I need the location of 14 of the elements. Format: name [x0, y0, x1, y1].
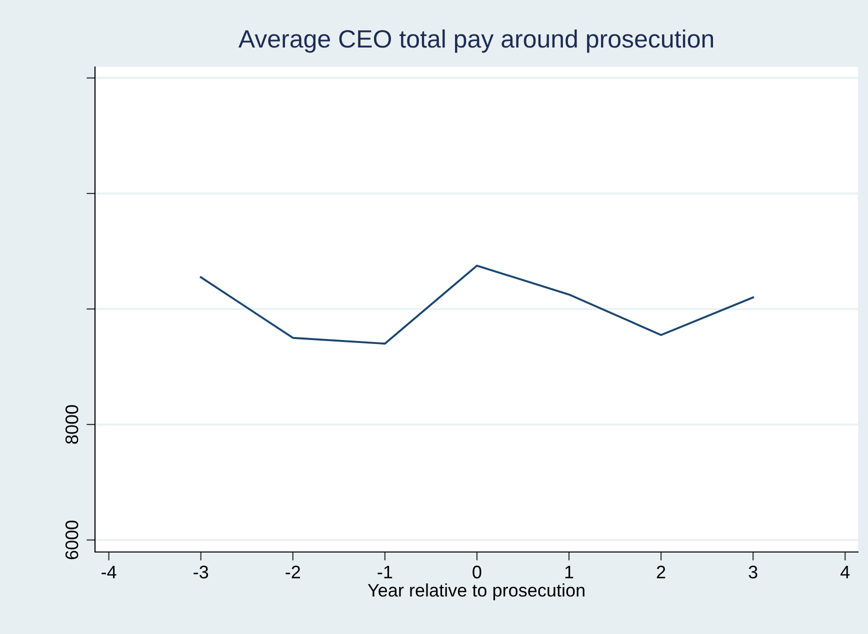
x-tick-label: 0: [472, 566, 482, 578]
x-tick-label: 1: [565, 566, 574, 578]
line-series: [200, 264, 754, 345]
x-tick-label: 2: [656, 566, 666, 578]
x-tick-label: 3: [748, 566, 758, 578]
y-tick-label: 8000: [65, 405, 78, 444]
x-tick-label: -1: [378, 566, 392, 578]
y-tick-label: 6000: [65, 520, 78, 560]
x-tick-label: -3: [194, 566, 208, 578]
chart-title: Average CEO total pay around prosecution: [238, 29, 714, 53]
x-axis-title: Year relative to prosecution: [368, 583, 584, 600]
x-tick-label: -2: [286, 566, 300, 578]
x-tick-label: -4: [102, 566, 116, 578]
x-tick-label: 4: [840, 566, 850, 578]
